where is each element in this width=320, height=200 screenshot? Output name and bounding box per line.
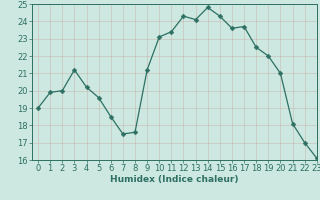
X-axis label: Humidex (Indice chaleur): Humidex (Indice chaleur) [110, 175, 239, 184]
